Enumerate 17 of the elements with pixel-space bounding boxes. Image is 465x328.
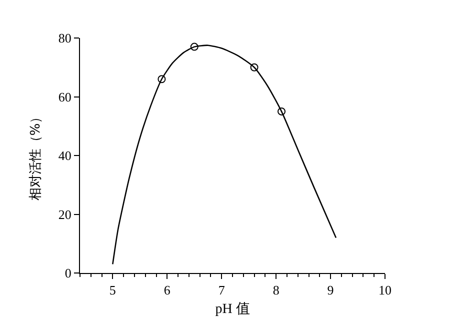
y-tick-label: 80 [58,30,72,46]
point [278,107,286,116]
x-tick-label: 10 [378,282,392,298]
x-tick-label: 9 [327,282,334,298]
x-tick-label: 6 [164,282,171,298]
x-tick-label: 8 [272,282,280,298]
x-tick-label: 7 [218,282,226,298]
y-tick-label: 60 [58,89,72,104]
point [190,42,198,51]
x-tick-label: 5 [109,282,116,298]
y-axis-title: 相对活性（%） [28,110,44,201]
point [158,75,166,84]
y-tick-label: 0 [64,266,72,281]
y-tick-label: 20 [58,206,72,222]
x-axis-title: pH 值 [215,300,250,317]
point [250,63,258,72]
y-tick-label: 40 [58,148,72,164]
